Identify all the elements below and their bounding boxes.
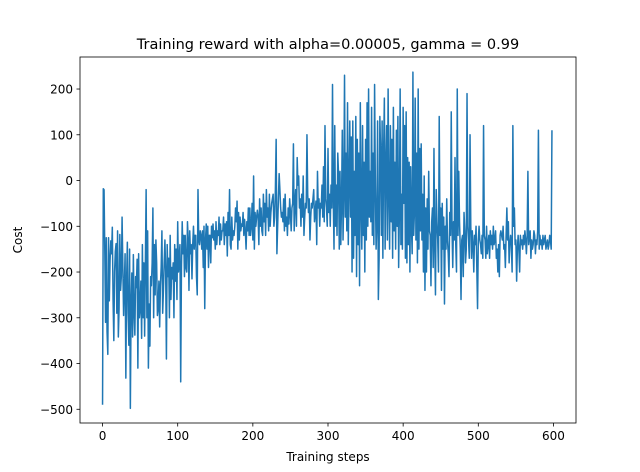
x-tick-label: 200 (241, 429, 264, 443)
series-layer (101, 71, 553, 410)
y-tick-label: 0 (65, 174, 73, 188)
y-tick-label: −300 (40, 311, 73, 325)
x-tick-label: 100 (166, 429, 189, 443)
y-axis-label: Cost (11, 226, 25, 253)
y-tick-label: −200 (40, 266, 73, 280)
y-axis: −500 −400 −300 −200 −100 0 100 200 (40, 83, 80, 417)
series-line-0 (101, 71, 553, 410)
x-tick-label: 600 (542, 429, 565, 443)
chart-title: Training reward with alpha=0.00005, gamm… (136, 37, 519, 53)
x-tick-label: 500 (467, 429, 490, 443)
y-tick-label: −500 (40, 403, 73, 417)
y-tick-label: 200 (50, 83, 73, 97)
y-tick-label: −100 (40, 220, 73, 234)
y-tick-label: −400 (40, 357, 73, 371)
x-tick-label: 300 (317, 429, 340, 443)
y-tick-label: 100 (50, 128, 73, 142)
x-axis-label: Training steps (285, 450, 369, 464)
x-axis: 0 100 200 300 400 500 600 (99, 423, 565, 443)
x-tick-label: 400 (392, 429, 415, 443)
x-tick-label: 0 (99, 429, 107, 443)
